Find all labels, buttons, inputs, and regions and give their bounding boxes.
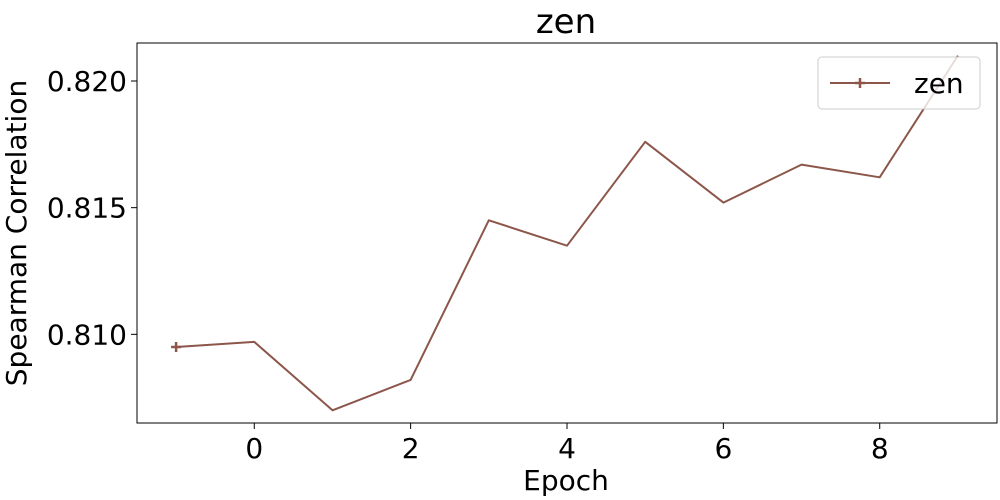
- y-tick-label: 0.820: [47, 65, 127, 98]
- series-line-zen: [176, 55, 959, 412]
- legend-frame: [817, 56, 981, 110]
- legend-marker-plus: [855, 78, 865, 88]
- x-tick-label: 8: [871, 432, 889, 465]
- legend: zen: [817, 56, 981, 110]
- x-axis-label: Epoch: [523, 464, 609, 497]
- y-tick-label: 0.815: [47, 192, 127, 225]
- data-point-marker: [171, 342, 182, 352]
- x-tick-label: 0: [245, 432, 263, 465]
- chart-title: zen: [536, 2, 596, 42]
- legend-plus: [855, 78, 865, 88]
- y-tick-label: 0.810: [47, 318, 127, 351]
- x-tick-label: 2: [402, 432, 420, 465]
- x-tick-label: 4: [558, 432, 576, 465]
- x-axis-ticks: 0 2 4 6 8: [245, 423, 889, 465]
- y-axis-label: Spearman Correlation: [0, 80, 33, 386]
- x-tick-label: 6: [714, 432, 732, 465]
- legend-entry-label: zen: [914, 67, 964, 100]
- y-axis-ticks: 0.810 0.815 0.820: [47, 65, 137, 351]
